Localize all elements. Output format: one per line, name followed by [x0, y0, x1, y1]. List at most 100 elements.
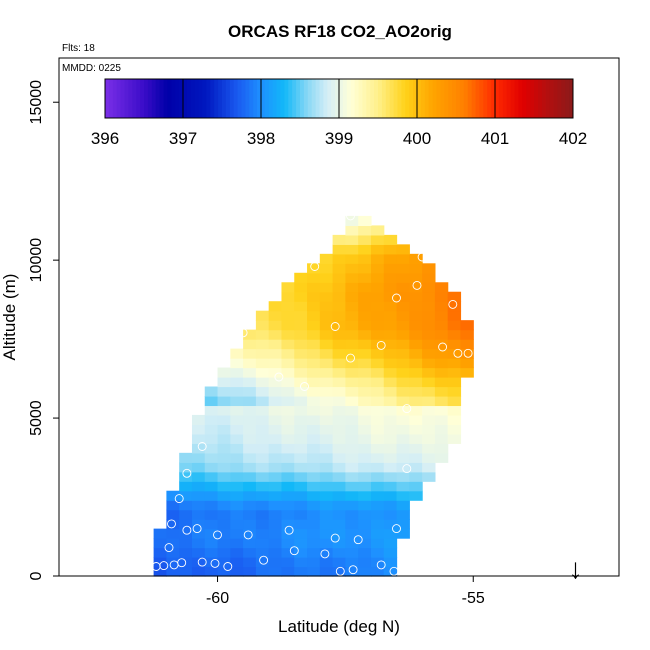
heatmap-cell — [319, 462, 334, 473]
x-tick-label: -55 — [462, 590, 485, 607]
heatmap-cell — [434, 367, 449, 378]
colorbar-segment — [132, 79, 137, 118]
colorbar-segment — [202, 79, 207, 118]
heatmap-cell — [383, 253, 398, 264]
heatmap-cell — [230, 348, 244, 359]
heatmap-cell — [422, 339, 436, 350]
heatmap-cell — [460, 348, 474, 359]
sample-point — [412, 280, 422, 290]
heatmap-cell — [217, 367, 231, 378]
heatmap-cell — [396, 500, 410, 511]
heatmap-cell — [319, 253, 334, 264]
heatmap-cell — [230, 367, 244, 378]
heatmap-cell — [422, 462, 436, 473]
heatmap-cell — [332, 538, 346, 549]
colorbar-segment — [405, 79, 410, 118]
heatmap-cell — [383, 462, 398, 473]
heatmap-cell — [166, 490, 180, 501]
heatmap-cell — [409, 272, 423, 283]
colorbar-segment — [183, 79, 188, 118]
heatmap-cell — [204, 452, 219, 463]
heatmap-cell — [383, 320, 398, 331]
heatmap-cell — [422, 377, 436, 388]
heatmap-cell — [370, 310, 385, 321]
heatmap-cell — [294, 348, 308, 359]
heatmap-cell — [204, 538, 219, 549]
heatmap-cell — [243, 528, 257, 539]
heatmap-cell — [396, 291, 410, 302]
heatmap-cell — [383, 348, 398, 359]
colorbar-segment — [155, 79, 161, 118]
heatmap-cell — [230, 377, 244, 388]
colorbar-segment — [545, 79, 551, 118]
colorbar-segment — [502, 79, 508, 118]
heatmap-cell — [281, 310, 295, 321]
heatmap-cell — [307, 310, 321, 321]
heatmap-cell — [268, 310, 283, 321]
heatmap-cell — [281, 500, 295, 511]
colorbar-segment — [514, 79, 519, 118]
heatmap-cell — [345, 329, 359, 340]
heatmap-cell — [319, 282, 334, 293]
colorbar-segment — [179, 79, 184, 118]
heatmap-cell — [345, 225, 359, 236]
heatmap-cell — [230, 519, 244, 530]
heatmap-cell — [230, 433, 244, 444]
sample-point — [402, 404, 412, 414]
heatmap-cell — [268, 405, 283, 416]
colorbar-segment — [112, 79, 118, 118]
heatmap-cell — [179, 547, 193, 558]
colorbar-segment — [331, 79, 336, 118]
heatmap-cell — [434, 405, 449, 416]
colorbar-tick-label: 397 — [169, 129, 197, 148]
sample-point — [453, 348, 463, 358]
sample-point — [284, 525, 294, 535]
colorbar-segment — [385, 79, 391, 118]
heatmap-cell — [383, 490, 398, 501]
heatmap-cell — [396, 367, 410, 378]
colorbar-segment — [487, 79, 492, 118]
heatmap-cell — [319, 471, 334, 482]
heatmap-cell — [383, 395, 398, 407]
heatmap-cell — [370, 481, 385, 492]
heatmap-cell — [358, 272, 372, 283]
heatmap-cell — [434, 452, 449, 463]
heatmap-cell — [460, 320, 474, 331]
heatmap-cell — [332, 367, 346, 378]
heatmap-cell — [409, 462, 423, 473]
heatmap-cell — [230, 538, 244, 549]
heatmap-cell — [191, 424, 206, 435]
heatmap-cell — [370, 367, 385, 378]
heatmap-cell — [230, 528, 244, 539]
heatmap-cell — [332, 291, 346, 302]
colorbar-segment — [280, 79, 285, 118]
heatmap-cell — [358, 443, 372, 454]
colorbar-segment — [128, 79, 133, 118]
heatmap-cell — [294, 471, 308, 482]
sample-point — [159, 561, 169, 571]
heatmap-cell — [332, 339, 346, 350]
heatmap-cell — [383, 405, 398, 416]
colorbar-segment — [167, 79, 172, 118]
heatmap-cell — [230, 547, 244, 558]
colorbar-segment — [292, 79, 297, 118]
y-tick-label: 15000 — [28, 80, 45, 125]
heatmap-cell — [191, 519, 206, 530]
heatmap-cell — [345, 509, 359, 520]
colorbar-segment — [413, 79, 418, 118]
heatmap-cell — [179, 519, 193, 530]
heatmap-cell — [243, 329, 257, 340]
colorbar-segment — [225, 79, 231, 118]
colorbar-segment — [510, 79, 515, 118]
sample-point — [192, 524, 202, 534]
heatmap-cell — [281, 443, 295, 454]
heatmap-cell — [307, 320, 321, 331]
heatmap-cell — [217, 471, 231, 482]
heatmap-cell — [217, 547, 231, 558]
sample-point — [289, 546, 299, 556]
heatmap-cell — [370, 424, 385, 435]
colorbar-segment — [342, 79, 348, 118]
heatmap-cell — [243, 386, 257, 397]
heatmap-cell — [358, 301, 372, 312]
heatmap-cell — [422, 471, 436, 482]
